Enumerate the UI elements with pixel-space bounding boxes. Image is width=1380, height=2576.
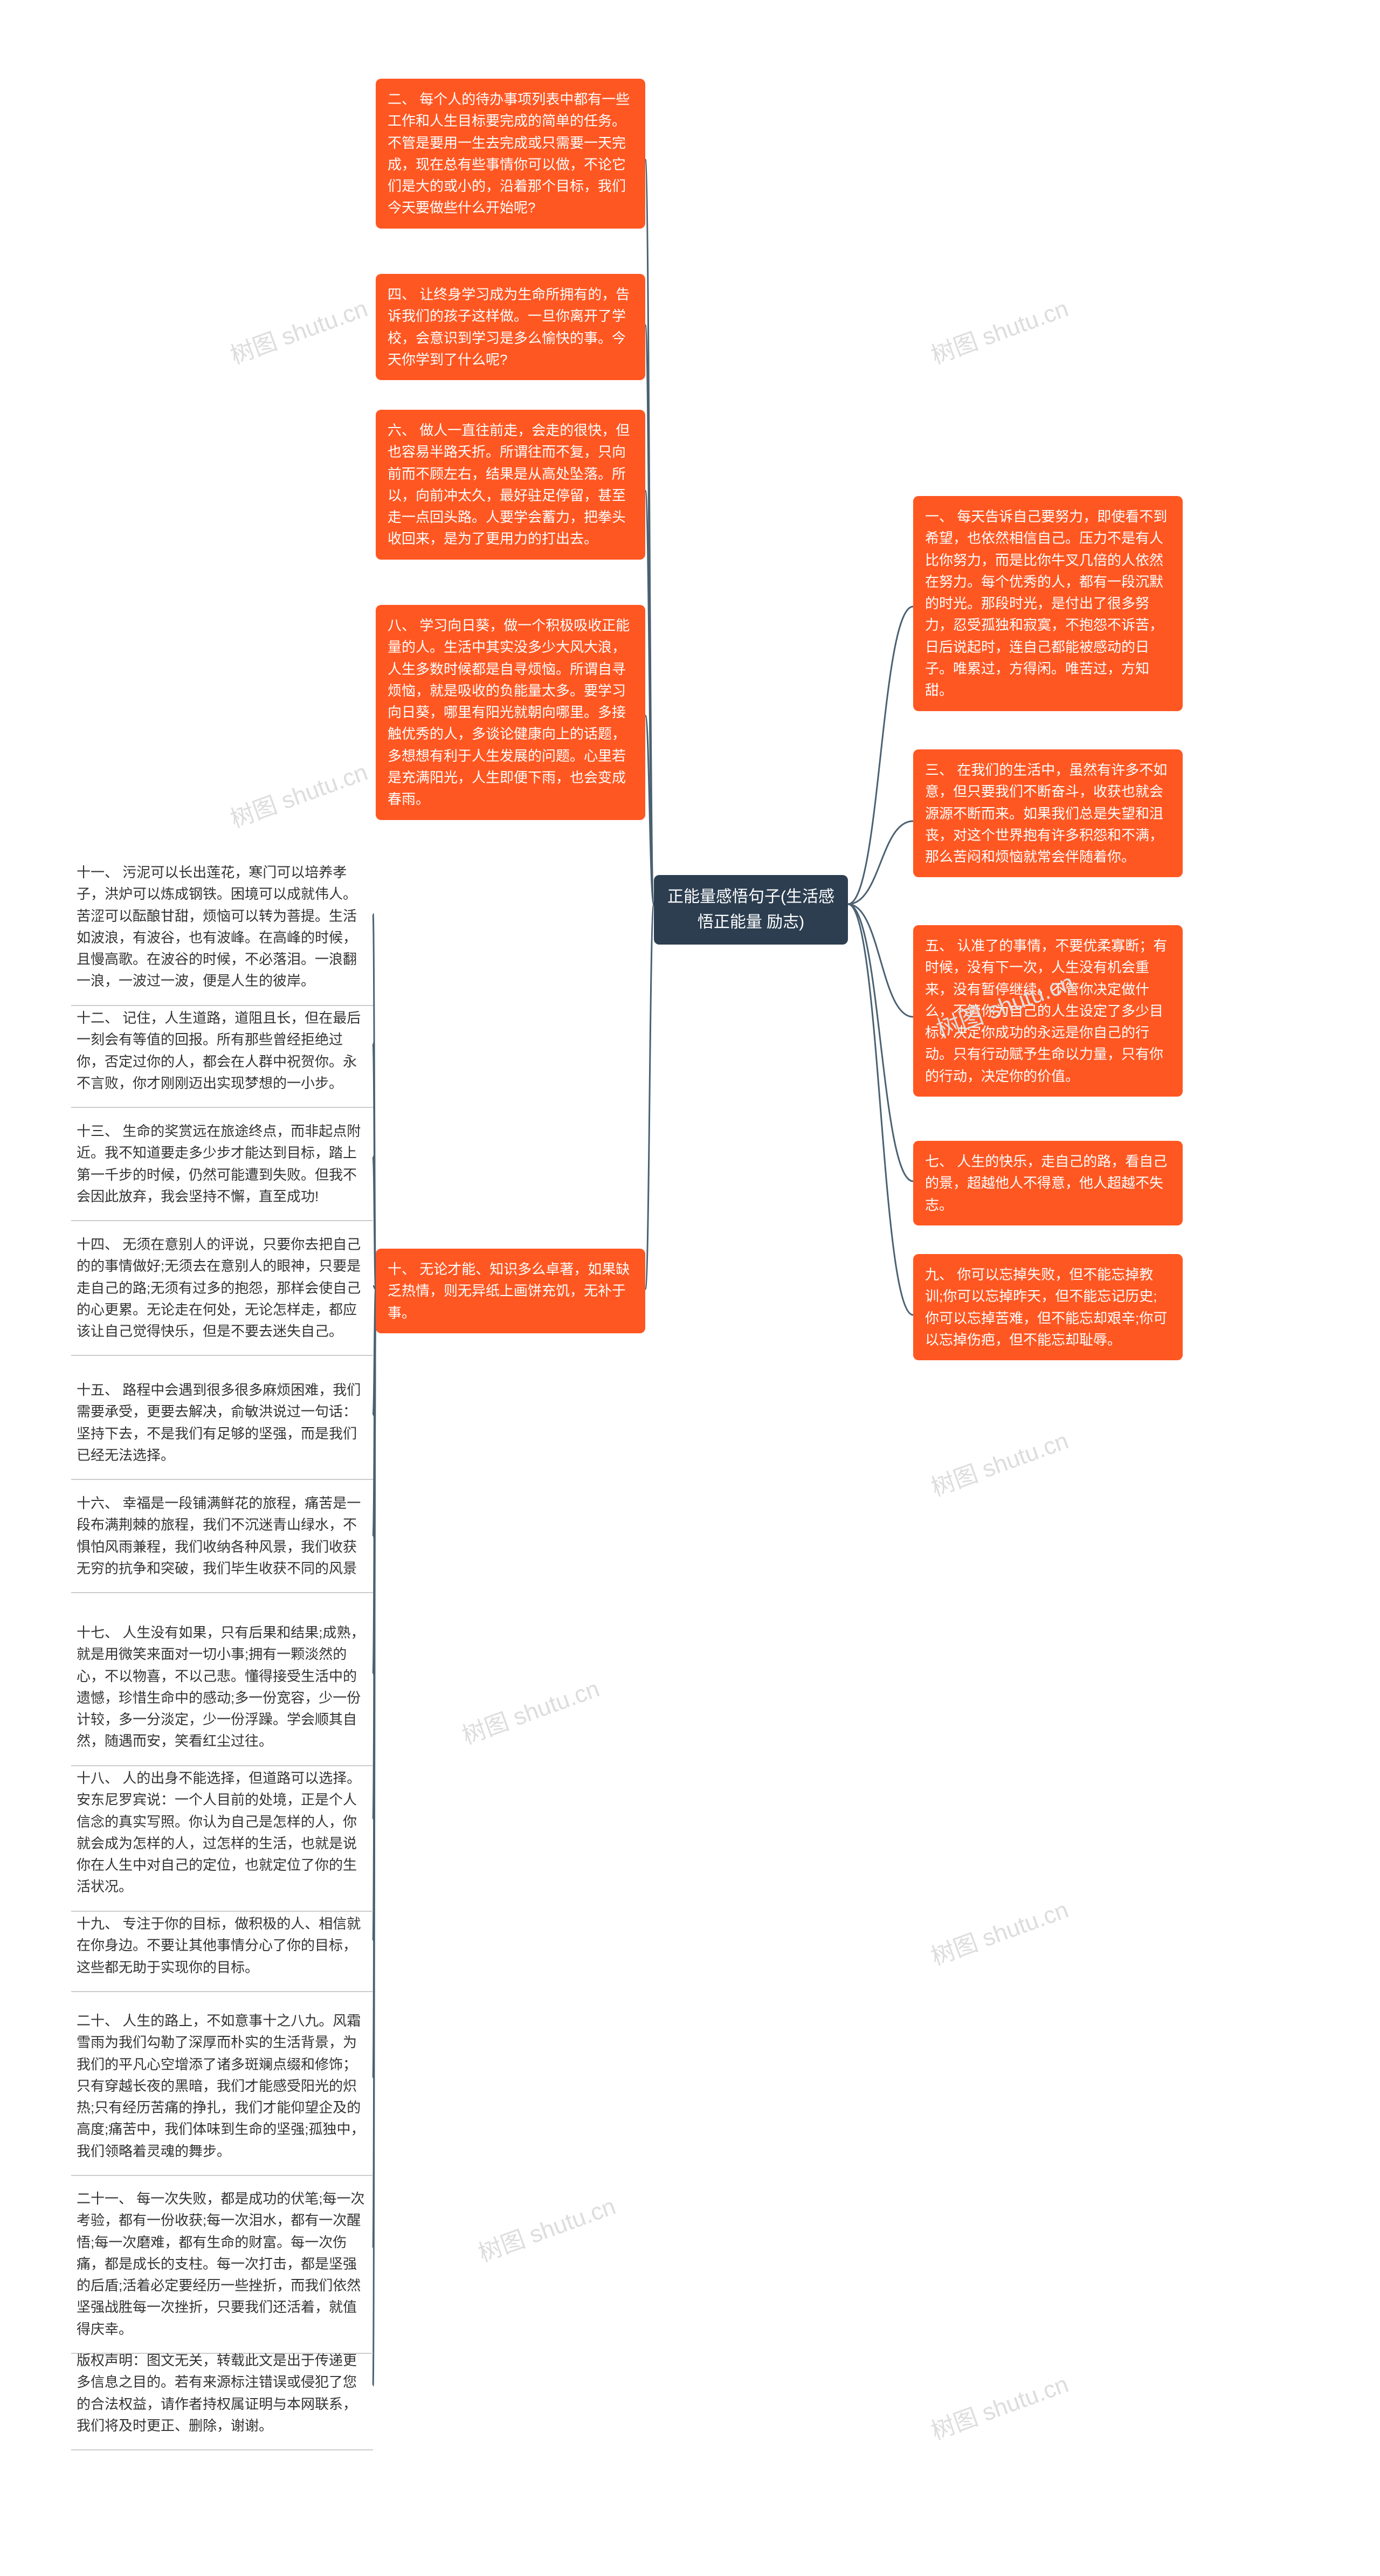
left-orange-node-n8-text: 八、 学习向日葵，做一个积极吸收正能量的人。生活中其实没多少大风大浪，人生多数时… xyxy=(388,617,630,807)
watermark: 树图 shutu.cn xyxy=(926,1421,1072,1503)
watermark-text: 树图 shutu.cn xyxy=(928,2371,1072,2445)
plain-node-n14: 十四、 无须在意别人的评说，只要你去把自己的的事情做好;无须去在意别人的眼神，只… xyxy=(71,1224,373,1356)
plain-node-n13: 十三、 生命的奖赏远在旅途终点，而非起点附近。我不知道要走多少步才能达到目标，踏… xyxy=(71,1111,373,1221)
right-orange-node-n9-text: 九、 你可以忘掉失败，但不能忘掉教训;你可以忘掉昨天，但不能忘记历史;你可以忘掉… xyxy=(925,1266,1167,1348)
left-orange-node-n4: 四、 让终身学习成为生命所拥有的，告诉我们的孩子这样做。一旦你离开了学校，会意识… xyxy=(376,274,645,380)
plain-node-copyright: 版权声明：图文无关，转载此文是出于传递更多信息之目的。若有来源标注错误或侵犯了您… xyxy=(71,2340,373,2450)
watermark: 树图 shutu.cn xyxy=(225,289,371,370)
center-node-text: 正能量感悟句子(生活感悟正能量 励志) xyxy=(667,888,834,931)
left-orange-node-n4-text: 四、 让终身学习成为生命所拥有的，告诉我们的孩子这样做。一旦你离开了学校，会意识… xyxy=(388,286,630,368)
plain-node-n18: 十八、 人的出身不能选择，但道路可以选择。安东尼罗宾说：一个人目前的处境，正是个… xyxy=(71,1758,373,1912)
left-orange-node-n2: 二、 每个人的待办事项列表中都有一些工作和人生目标要完成的简单的任务。不管是要用… xyxy=(376,79,645,229)
right-orange-node-n9: 九、 你可以忘掉失败，但不能忘掉教训;你可以忘掉昨天，但不能忘记历史;你可以忘掉… xyxy=(913,1254,1183,1360)
plain-node-n13-text: 十三、 生命的奖赏远在旅途终点，而非起点附近。我不知道要走多少步才能达到目标，踏… xyxy=(77,1123,361,1204)
watermark-text: 树图 shutu.cn xyxy=(475,2193,619,2267)
left-orange-node-n6-text: 六、 做人一直往前走，会走的很快，但也容易半路夭折。所谓往而不复，只向前而不顾左… xyxy=(388,422,630,547)
left-orange-node-n6: 六、 做人一直往前走，会走的很快，但也容易半路夭折。所谓往而不复，只向前而不顾左… xyxy=(376,410,645,560)
plain-node-n20: 二十、 人生的路上，不如意事十之八九。风霜雪雨为我们勾勒了深厚而朴实的生活背景，… xyxy=(71,2000,373,2176)
watermark: 树图 shutu.cn xyxy=(473,2187,619,2268)
right-orange-node-n1: 一、 每天告诉自己要努力，即使看不到希望，也依然相信自己。压力不是有人比你努力，… xyxy=(913,496,1183,711)
plain-node-n15-text: 十五、 路程中会遇到很多很多麻烦困难，我们需要承受，更要去解决，俞敏洪说过一句话… xyxy=(77,1382,361,1463)
plain-node-n20-text: 二十、 人生的路上，不如意事十之八九。风霜雪雨为我们勾勒了深厚而朴实的生活背景，… xyxy=(77,2013,364,2159)
plain-node-n15: 十五、 路程中会遇到很多很多麻烦困难，我们需要承受，更要去解决，俞敏洪说过一句话… xyxy=(71,1369,373,1480)
plain-node-n18-text: 十八、 人的出身不能选择，但道路可以选择。安东尼罗宾说：一个人目前的处境，正是个… xyxy=(77,1770,361,1895)
watermark: 树图 shutu.cn xyxy=(225,753,371,834)
plain-node-n11-text: 十一、 污泥可以长出莲花，寒门可以培养孝子，洪炉可以炼成钢铁。困境可以成就伟人。… xyxy=(77,864,357,989)
plain-node-n16: 十六、 幸福是一段铺满鲜花的旅程，痛苦是一段布满荆棘的旅程，我们不沉迷青山绿水，… xyxy=(71,1483,373,1593)
watermark-text: 树图 shutu.cn xyxy=(928,1428,1072,1501)
plain-node-n16-text: 十六、 幸福是一段铺满鲜花的旅程，痛苦是一段布满荆棘的旅程，我们不沉迷青山绿水，… xyxy=(77,1495,361,1576)
left-orange-node-n10-text: 十、 无论才能、知识多么卓著，如果缺乏热情，则无异纸上画饼充饥，无补于事。 xyxy=(388,1261,630,1321)
right-orange-node-n3: 三、 在我们的生活中，虽然有许多不如意，但只要我们不断奋斗，收获也就会源源不断而… xyxy=(913,749,1183,877)
left-orange-node-n2-text: 二、 每个人的待办事项列表中都有一些工作和人生目标要完成的简单的任务。不管是要用… xyxy=(388,91,630,216)
left-orange-node-n8: 八、 学习向日葵，做一个积极吸收正能量的人。生活中其实没多少大风大浪，人生多数时… xyxy=(376,605,645,820)
right-orange-node-n5-text: 五、 认准了的事情，不要优柔寡断；有时候，没有下一次，人生没有机会重来，没有暂停… xyxy=(925,938,1167,1084)
plain-node-n21-text: 二十一、 每一次失败，都是成功的伏笔;每一次考验，都有一份收获;每一次泪水，都有… xyxy=(77,2191,364,2337)
watermark: 树图 shutu.cn xyxy=(926,2365,1072,2446)
right-orange-node-n3-text: 三、 在我们的生活中，虽然有许多不如意，但只要我们不断奋斗，收获也就会源源不断而… xyxy=(925,762,1167,865)
watermark-text: 树图 shutu.cn xyxy=(227,759,371,833)
plain-node-n11: 十一、 污泥可以长出莲花，寒门可以培养孝子，洪炉可以炼成钢铁。困境可以成就伟人。… xyxy=(71,852,373,1006)
watermark-text: 树图 shutu.cn xyxy=(928,1897,1072,1971)
plain-node-n17: 十七、 人生没有如果，只有后果和结果;成熟，就是用微笑来面对一切小事;拥有一颗淡… xyxy=(71,1612,373,1766)
plain-node-n19: 十九、 专注于你的目标，做积极的人、相信就在你身边。不要让其他事情分心了你的目标… xyxy=(71,1903,373,1992)
watermark: 树图 shutu.cn xyxy=(457,1669,603,1751)
plain-node-n14-text: 十四、 无须在意别人的评说，只要你去把自己的的事情做好;无须去在意别人的眼神，只… xyxy=(77,1236,361,1339)
right-orange-node-n7: 七、 人生的快乐，走自己的路，看自己的景，超越他人不得意，他人超越不失志。 xyxy=(913,1141,1183,1225)
plain-node-n12: 十二、 记住，人生道路，道阻且长，但在最后一刻会有等值的回报。所有那些曾经拒绝过… xyxy=(71,997,373,1108)
watermark-text: 树图 shutu.cn xyxy=(928,295,1072,369)
watermark-text: 树图 shutu.cn xyxy=(459,1676,603,1750)
watermark: 树图 shutu.cn xyxy=(926,1890,1072,1972)
plain-node-n17-text: 十七、 人生没有如果，只有后果和结果;成熟，就是用微笑来面对一切小事;拥有一颗淡… xyxy=(77,1624,364,1749)
plain-node-n12-text: 十二、 记住，人生道路，道阻且长，但在最后一刻会有等值的回报。所有那些曾经拒绝过… xyxy=(77,1010,361,1091)
left-orange-node-n10: 十、 无论才能、知识多么卓著，如果缺乏热情，则无异纸上画饼充饥，无补于事。 xyxy=(376,1249,645,1333)
center-node: 正能量感悟句子(生活感悟正能量 励志) xyxy=(654,875,848,945)
watermark-text: 树图 shutu.cn xyxy=(227,295,371,369)
plain-node-n21: 二十一、 每一次失败，都是成功的伏笔;每一次考验，都有一份收获;每一次泪水，都有… xyxy=(71,2178,373,2354)
right-orange-node-n7-text: 七、 人生的快乐，走自己的路，看自己的景，超越他人不得意，他人超越不失志。 xyxy=(925,1153,1167,1213)
right-orange-node-n5: 五、 认准了的事情，不要优柔寡断；有时候，没有下一次，人生没有机会重来，没有暂停… xyxy=(913,925,1183,1097)
plain-node-copyright-text: 版权声明：图文无关，转载此文是出于传递更多信息之目的。若有来源标注错误或侵犯了您… xyxy=(77,2352,357,2434)
plain-node-n19-text: 十九、 专注于你的目标，做积极的人、相信就在你身边。不要让其他事情分心了你的目标… xyxy=(77,1916,361,1975)
watermark: 树图 shutu.cn xyxy=(926,289,1072,370)
right-orange-node-n1-text: 一、 每天告诉自己要努力，即使看不到希望，也依然相信自己。压力不是有人比你努力，… xyxy=(925,508,1167,698)
